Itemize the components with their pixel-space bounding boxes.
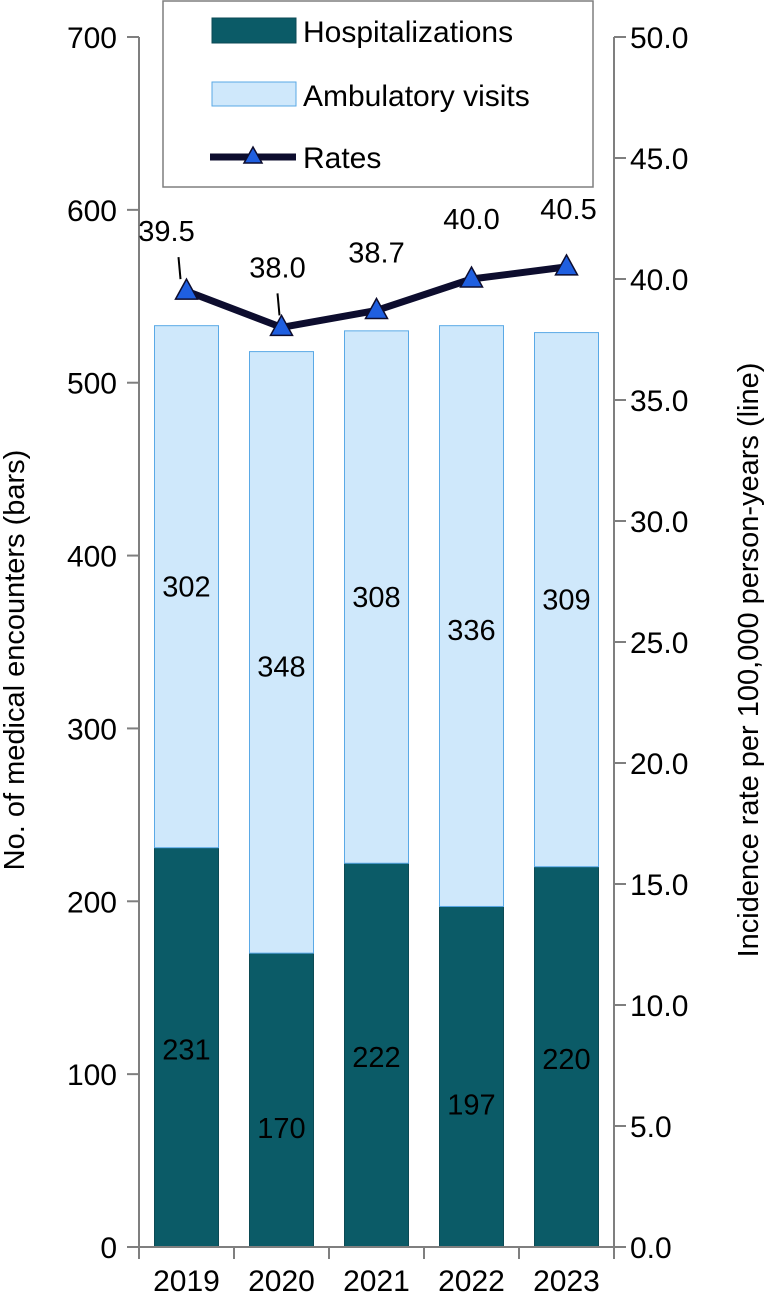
y2-tick-label: 25.0	[630, 627, 688, 660]
bar-ambulatory-visits	[439, 325, 504, 907]
bars-layer	[154, 325, 599, 1248]
rates-marker	[459, 265, 484, 288]
y2-tick-label: 5.0	[630, 1111, 672, 1144]
legend-label-rates: Rates	[303, 142, 381, 175]
y-tick-label: 300	[67, 713, 117, 746]
rate-label: 40.0	[443, 204, 499, 236]
rates-marker	[364, 296, 389, 320]
legend-swatch-ambulatory	[211, 81, 297, 107]
line-layer	[174, 253, 579, 337]
bar-hospitalizations	[154, 847, 219, 1248]
rate-label: 39.5	[138, 216, 194, 248]
rate-label-leader	[177, 257, 182, 280]
legend-swatch-hospitalizations	[211, 17, 297, 44]
bar-ambulatory-visits	[249, 351, 314, 954]
y-axis-title: No. of medical encounters (bars)	[0, 450, 31, 871]
y2-axis-title: Incidence rate per 100,000 person-years …	[733, 363, 765, 958]
y-tick-label: 500	[67, 368, 117, 401]
labels-layer: 231 302 170 348 222 308 197 336 220 309 39.5 38.0 38…	[138, 194, 596, 1145]
bar-label-hospitalizations: 170	[257, 1113, 305, 1145]
y2-tick-label: 30.0	[630, 506, 688, 539]
x-tick-label: 2022	[438, 1265, 505, 1294]
bar-label-ambulatory-visits: 308	[352, 582, 400, 614]
y2-tick-label: 45.0	[630, 143, 688, 176]
y-tick-label: 700	[67, 22, 117, 55]
y-tick-label: 600	[67, 195, 117, 228]
y-tick-label: 400	[67, 541, 117, 574]
y2-tick-label: 20.0	[630, 748, 688, 781]
x-tick-label: 2021	[343, 1265, 410, 1294]
rates-marker	[269, 313, 294, 337]
rate-label: 38.0	[249, 252, 305, 284]
legend: Hospitalizations Ambulatory visits Rates	[162, 0, 594, 188]
bar-hospitalizations	[344, 862, 409, 1248]
bar-ambulatory-visits	[344, 330, 409, 864]
y2-tick-label: 10.0	[630, 990, 688, 1023]
y2-tick-label: 40.0	[630, 264, 688, 297]
y2-tick-label: 0.0	[630, 1232, 672, 1265]
x-tick-label: 2019	[153, 1265, 220, 1294]
bar-label-ambulatory-visits: 302	[162, 572, 210, 604]
rates-marker	[554, 253, 579, 276]
rate-label: 40.5	[540, 194, 596, 226]
y2-tick-label: 35.0	[630, 385, 688, 418]
rate-label: 38.7	[348, 237, 404, 269]
y-tick-label: 0	[100, 1232, 117, 1265]
bar-label-ambulatory-visits: 348	[257, 651, 305, 683]
x-tick-label: 2023	[533, 1265, 600, 1294]
axes-layer: 0 100 200 300 400 500 600 700 0.0 5.0 10.0 15.0 20.0…	[67, 22, 688, 1294]
y2-tick-label: 50.0	[630, 22, 688, 55]
bar-hospitalizations	[249, 952, 314, 1248]
bar-label-ambulatory-visits: 336	[447, 615, 495, 647]
bar-label-hospitalizations: 220	[542, 1044, 590, 1076]
bar-label-ambulatory-visits: 309	[542, 585, 590, 617]
bar-label-hospitalizations: 222	[352, 1042, 400, 1074]
y-tick-label: 100	[67, 1059, 117, 1092]
bar-ambulatory-visits	[154, 325, 219, 849]
y2-tick-label: 15.0	[630, 869, 688, 902]
legend-label-ambulatory: Ambulatory visits	[303, 80, 530, 113]
x-tick-label: 2020	[248, 1265, 315, 1294]
rate-label-leader	[276, 293, 281, 316]
y-tick-label: 200	[67, 886, 117, 919]
bar-label-hospitalizations: 197	[447, 1090, 495, 1122]
bar-hospitalizations	[439, 905, 504, 1248]
legend-label-hospitalizations: Hospitalizations	[303, 16, 513, 49]
bar-ambulatory-visits	[534, 332, 599, 868]
rates-marker	[174, 277, 199, 300]
legend-marker-rates	[242, 145, 264, 164]
bar-label-hospitalizations: 231	[162, 1034, 210, 1066]
